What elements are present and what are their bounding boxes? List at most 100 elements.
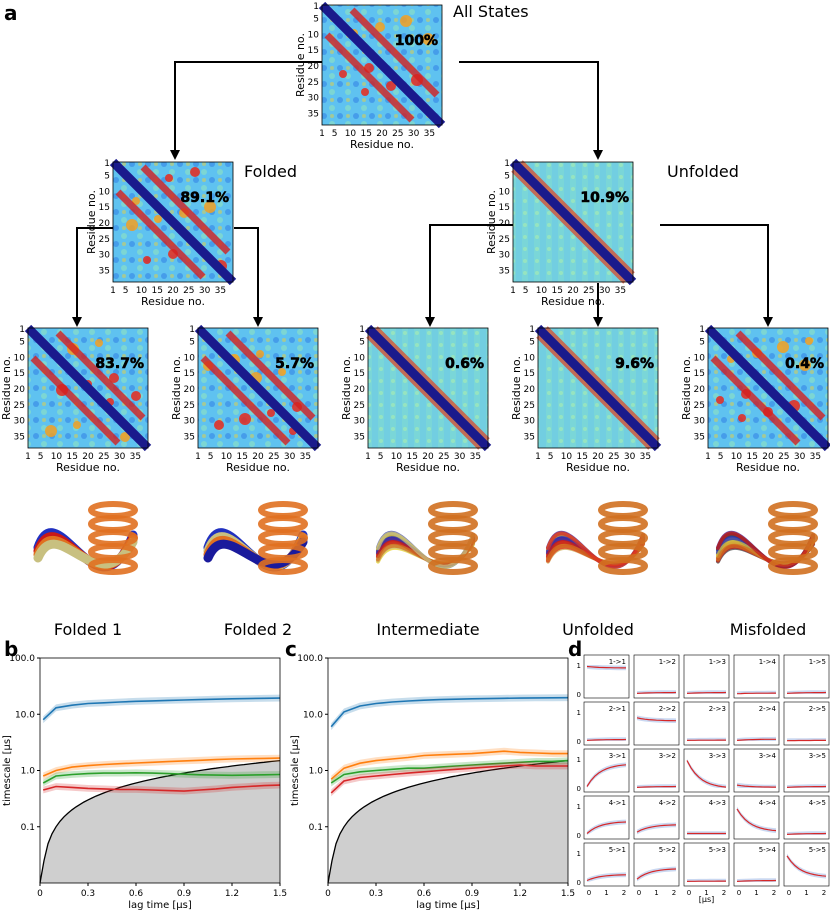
x-tick-label: 20	[82, 452, 94, 462]
x-tick-label: 1	[510, 286, 516, 296]
series-line-red	[330, 764, 568, 794]
transition-subplot: 4->1 1 0	[577, 795, 630, 840]
transition-subplot: 3->1 1 0	[577, 748, 630, 793]
x-tick-label: 1	[604, 889, 608, 897]
contact-map-frame	[321, 4, 443, 126]
x-axis-label: Residue no.	[350, 138, 414, 151]
contact-band	[735, 330, 826, 421]
x-axis-label: Residue no.	[396, 461, 460, 474]
transition-subplot: 1->4	[733, 654, 780, 699]
x-tick-label: 1	[319, 129, 325, 139]
x-tick-label: 1	[754, 889, 758, 897]
series-line-blue	[42, 697, 281, 721]
contact-blob	[132, 197, 140, 205]
x-tick-label: 20	[762, 452, 774, 462]
structure-5: Misfolded	[716, 501, 818, 639]
structure-helix-turn	[768, 501, 818, 519]
subplot-line	[586, 764, 627, 787]
x-tick-label: 10	[536, 286, 548, 296]
subplot-line	[636, 717, 677, 722]
y-tick-label: 1	[577, 662, 581, 670]
contact-band	[374, 326, 490, 442]
series-band-blue	[331, 694, 568, 731]
y-tick-label: 10	[184, 353, 196, 363]
series-band-green	[331, 757, 568, 787]
y-tick-label: 1	[313, 2, 319, 12]
contact-band	[30, 355, 121, 446]
x-tick-label: 15	[576, 452, 587, 462]
contact-blob	[154, 215, 162, 223]
contact-blob	[239, 413, 251, 425]
subplot-line	[736, 879, 777, 882]
chart-layer: 0.1 1.0 10.0 100.0 0 0.3 0.6 0.9 1.2 1.5 lag time …	[2, 654, 830, 911]
subplot-line	[786, 832, 827, 835]
subplot-frame	[733, 748, 780, 793]
contact-blob	[214, 420, 224, 430]
x-tick-label: 25	[392, 129, 403, 139]
panel-label-a: a	[4, 1, 18, 25]
contact-band	[536, 334, 652, 450]
diagonal-band	[109, 158, 237, 286]
y-tick-label: 10	[524, 353, 536, 363]
subplot-line	[636, 691, 677, 694]
subplot-line	[736, 692, 776, 695]
diagonal-band	[704, 324, 830, 452]
subplot-title: 2->1	[609, 705, 626, 713]
contact-blob	[204, 201, 216, 213]
subplot-frame	[683, 748, 730, 793]
transition-subplot: 2->4	[733, 701, 780, 746]
y-tick-label: 25	[524, 401, 535, 411]
contact-blob	[143, 256, 151, 264]
x-tick-label: 15	[66, 452, 77, 462]
x-tick-label: 15	[151, 286, 162, 296]
population-percent: 83.7%	[95, 356, 144, 372]
y-tick-label: 0	[577, 832, 581, 840]
transition-subplot: 1->3	[683, 654, 730, 699]
contact-blob	[716, 396, 724, 404]
structure-helix-turn	[598, 557, 648, 575]
y-tick-label: 20	[694, 385, 706, 395]
contact-band	[366, 334, 482, 450]
y-tick-label: 10.0	[15, 710, 35, 720]
y-tick-label: 5	[359, 338, 365, 348]
x-tick-label: 20	[167, 286, 179, 296]
subplot-line	[636, 824, 677, 833]
subplot-title: 1->4	[759, 658, 777, 666]
x-tick-label: 0	[37, 889, 43, 899]
transition-subplot: 4->3	[683, 795, 730, 840]
x-tick-label: 35	[810, 452, 821, 462]
y-axis-label: Residue no.	[0, 356, 13, 420]
y-axis-label: timescale [μs]	[2, 735, 13, 806]
y-tick-label: 30	[14, 417, 26, 427]
subplot-title: 5->1	[609, 846, 626, 854]
y-tick-label: 100.0	[9, 654, 35, 664]
x-tick-label: 10	[345, 129, 357, 139]
contact-band	[710, 355, 801, 446]
y-tick-label: 15	[499, 203, 510, 213]
x-tick-label: 5	[332, 129, 338, 139]
y-tick-label: 5	[189, 338, 195, 348]
contact-band	[511, 168, 627, 284]
diagonal-band	[318, 1, 446, 129]
subplot-frame	[633, 701, 680, 746]
x-tick-label: 10	[561, 452, 573, 462]
y-tick-label: 35	[99, 266, 110, 276]
subplot-frame	[683, 701, 730, 746]
contact-blob	[339, 70, 347, 78]
x-axis-label: Residue no.	[226, 461, 290, 474]
x-tick-label: 1	[535, 452, 541, 462]
subplot-title: 2->4	[759, 705, 777, 713]
y-tick-label: 5	[504, 172, 510, 182]
contact-blob	[267, 409, 275, 417]
x-tick-label: 1	[705, 452, 711, 462]
contact-blob	[278, 368, 286, 376]
series-line-orange	[330, 750, 568, 780]
timescale-chart-b: 0.1 1.0 10.0 100.0 0 0.3 0.6 0.9 1.2 1.5 lag time …	[2, 654, 287, 911]
subplot-frame	[783, 654, 830, 699]
subplot-frame	[583, 701, 630, 746]
y-tick-label: 15	[308, 46, 319, 56]
y-tick-label: 25	[499, 235, 510, 245]
x-tick-label: 0.3	[369, 889, 383, 899]
